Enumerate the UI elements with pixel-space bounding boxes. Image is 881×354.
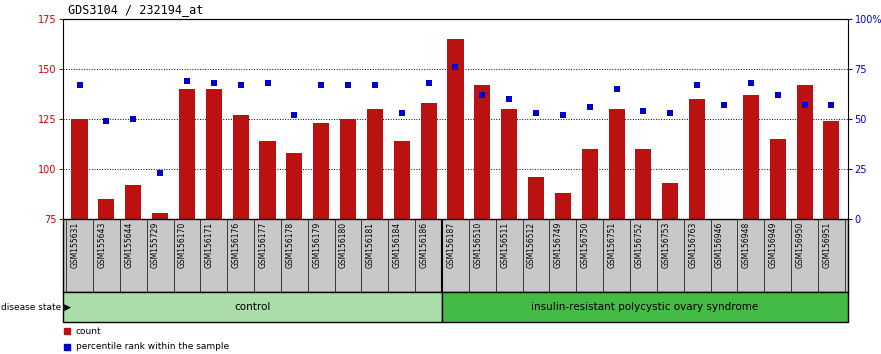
Bar bbox=[796, 85, 812, 354]
Point bbox=[315, 82, 329, 88]
Text: GDS3104 / 232194_at: GDS3104 / 232194_at bbox=[68, 3, 204, 16]
Bar bbox=[442, 292, 848, 322]
Bar bbox=[528, 177, 544, 354]
Bar bbox=[125, 185, 141, 354]
Bar bbox=[824, 121, 840, 354]
Point bbox=[341, 82, 355, 88]
Bar bbox=[555, 194, 571, 354]
Point bbox=[395, 111, 409, 116]
Text: GSM156180: GSM156180 bbox=[339, 222, 348, 268]
Point bbox=[502, 97, 516, 102]
Text: GSM155631: GSM155631 bbox=[70, 222, 79, 268]
Point bbox=[368, 82, 382, 88]
Point bbox=[610, 87, 624, 92]
Point bbox=[744, 81, 758, 86]
Text: GSM156177: GSM156177 bbox=[258, 222, 268, 268]
Text: percentile rank within the sample: percentile rank within the sample bbox=[76, 342, 229, 352]
Bar bbox=[394, 142, 410, 354]
Bar bbox=[63, 292, 442, 322]
Point bbox=[690, 82, 704, 88]
Bar bbox=[152, 213, 168, 354]
Text: GSM156950: GSM156950 bbox=[796, 222, 804, 268]
Point bbox=[717, 103, 731, 108]
Text: GSM155644: GSM155644 bbox=[124, 222, 133, 268]
Bar bbox=[501, 109, 517, 354]
Text: GSM156510: GSM156510 bbox=[473, 222, 482, 268]
Text: GSM156946: GSM156946 bbox=[715, 222, 724, 268]
Text: GSM156951: GSM156951 bbox=[822, 222, 832, 268]
Bar bbox=[259, 142, 276, 354]
Point bbox=[529, 111, 543, 116]
Point bbox=[556, 113, 570, 118]
Text: count: count bbox=[76, 326, 101, 336]
Point bbox=[825, 103, 839, 108]
Text: GSM156178: GSM156178 bbox=[285, 222, 294, 268]
Text: GSM156751: GSM156751 bbox=[608, 222, 617, 268]
Text: GSM156763: GSM156763 bbox=[688, 222, 697, 268]
Text: GSM156750: GSM156750 bbox=[581, 222, 589, 268]
Bar bbox=[206, 90, 222, 354]
Bar bbox=[366, 109, 383, 354]
Bar bbox=[689, 99, 705, 354]
Bar bbox=[663, 183, 678, 354]
Bar bbox=[743, 96, 759, 354]
Bar bbox=[581, 149, 598, 354]
Point bbox=[582, 105, 596, 110]
Bar bbox=[474, 85, 491, 354]
Text: GSM156948: GSM156948 bbox=[742, 222, 751, 268]
Point bbox=[233, 82, 248, 88]
Bar bbox=[716, 278, 732, 354]
Bar bbox=[770, 139, 786, 354]
Text: GSM156171: GSM156171 bbox=[204, 222, 214, 268]
Bar bbox=[609, 109, 625, 354]
Point bbox=[287, 113, 301, 118]
Point bbox=[153, 171, 167, 176]
Point bbox=[475, 93, 489, 98]
Text: GSM156179: GSM156179 bbox=[312, 222, 322, 268]
Bar bbox=[420, 103, 437, 354]
Text: GSM156512: GSM156512 bbox=[527, 222, 536, 268]
Text: GSM156186: GSM156186 bbox=[419, 222, 429, 268]
Text: GSM155729: GSM155729 bbox=[152, 222, 160, 268]
Point bbox=[180, 79, 194, 84]
Point bbox=[663, 111, 677, 116]
Point bbox=[100, 119, 114, 124]
Text: GSM156181: GSM156181 bbox=[366, 222, 375, 268]
Text: insulin-resistant polycystic ovary syndrome: insulin-resistant polycystic ovary syndr… bbox=[531, 302, 759, 312]
Bar bbox=[71, 120, 87, 354]
Bar bbox=[99, 199, 115, 354]
Point bbox=[636, 109, 650, 114]
Text: GSM155643: GSM155643 bbox=[98, 222, 107, 268]
Point bbox=[261, 81, 275, 86]
Text: GSM156753: GSM156753 bbox=[662, 222, 670, 268]
Text: GSM156949: GSM156949 bbox=[769, 222, 778, 268]
Text: GSM156176: GSM156176 bbox=[232, 222, 241, 268]
Text: GSM156187: GSM156187 bbox=[447, 222, 455, 268]
Bar bbox=[448, 40, 463, 354]
Text: GSM156511: GSM156511 bbox=[500, 222, 509, 268]
Text: GSM156749: GSM156749 bbox=[554, 222, 563, 268]
Bar bbox=[340, 120, 356, 354]
Bar bbox=[233, 115, 248, 354]
Point bbox=[448, 65, 463, 70]
Point bbox=[422, 81, 436, 86]
Bar bbox=[286, 154, 302, 354]
Bar bbox=[313, 124, 329, 354]
Bar bbox=[635, 149, 651, 354]
Point bbox=[771, 93, 785, 98]
Point bbox=[126, 117, 140, 122]
Point bbox=[797, 103, 811, 108]
Text: disease state ▶: disease state ▶ bbox=[1, 303, 70, 312]
Point bbox=[207, 81, 221, 86]
Bar bbox=[179, 90, 195, 354]
Text: GSM156170: GSM156170 bbox=[178, 222, 187, 268]
Text: GSM156752: GSM156752 bbox=[634, 222, 643, 268]
Point bbox=[72, 82, 86, 88]
Text: GSM156184: GSM156184 bbox=[393, 222, 402, 268]
Text: control: control bbox=[234, 302, 270, 312]
